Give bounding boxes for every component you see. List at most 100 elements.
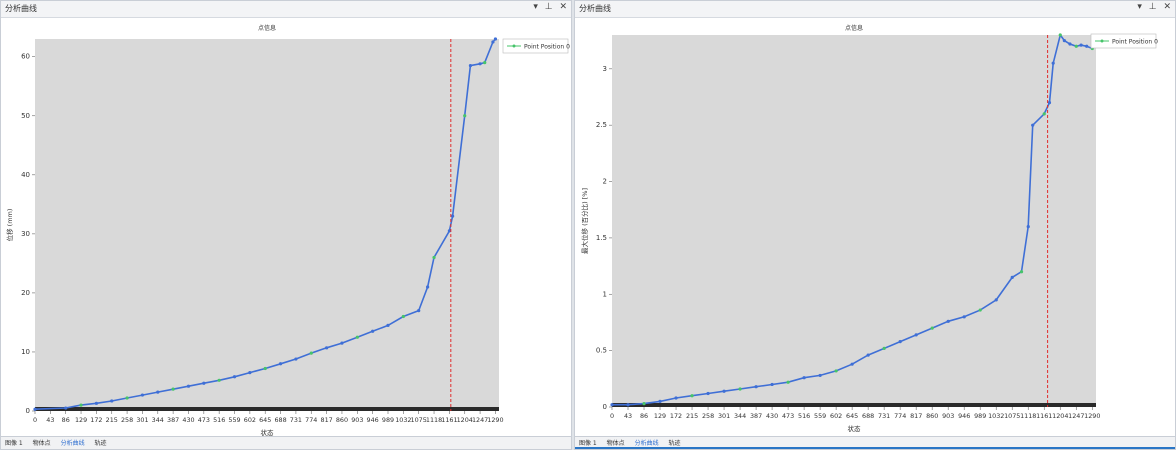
data-point bbox=[1079, 43, 1083, 47]
x-tick-label: 1204 bbox=[457, 416, 473, 424]
data-point bbox=[451, 214, 455, 218]
analysis-curve-panel-left: 分析曲线 ▾ ⊥ ✕ 点信息 0 10 20 30 40 50 60 0 43 86 129 172 21… bbox=[0, 0, 572, 450]
data-point bbox=[325, 346, 329, 350]
tab-image1[interactable]: 图像 1 bbox=[579, 440, 597, 447]
x-tick-label: 129 bbox=[75, 416, 87, 424]
chart-title: 点信息 bbox=[845, 24, 863, 32]
tab-trajectory[interactable]: 轨迹 bbox=[668, 440, 681, 447]
tab-object-points[interactable]: 物体点 bbox=[606, 440, 625, 447]
data-point bbox=[770, 382, 774, 387]
x-tick-label: 344 bbox=[152, 416, 164, 424]
bottom-tab-bar: 图像 1 物体点 分析曲线 轨迹 bbox=[1, 436, 571, 449]
panel-title-bar: 分析曲线 ▾ ⊥ ✕ bbox=[575, 1, 1175, 18]
data-point bbox=[110, 399, 114, 403]
data-point bbox=[355, 335, 359, 339]
x-tick-label: 817 bbox=[910, 412, 922, 420]
data-point bbox=[371, 329, 375, 333]
x-tick-label: 215 bbox=[686, 412, 698, 420]
x-tick-label: 1204 bbox=[1052, 412, 1068, 420]
y-tick-label: 2 bbox=[603, 178, 607, 186]
tab-object-points[interactable]: 物体点 bbox=[32, 440, 51, 447]
x-tick-label: 258 bbox=[121, 416, 133, 424]
x-tick-label: 774 bbox=[894, 412, 906, 420]
x-tick-label: 1032 bbox=[395, 416, 411, 424]
x-tick-label: 989 bbox=[974, 412, 986, 420]
data-point bbox=[309, 351, 313, 355]
x-tick-label: 129 bbox=[654, 412, 666, 420]
data-point bbox=[401, 314, 405, 319]
x-tick-label: 516 bbox=[213, 416, 225, 424]
data-point bbox=[64, 406, 68, 410]
data-point bbox=[994, 298, 998, 302]
y-tick-label: 0.5 bbox=[596, 347, 607, 355]
baseline-band bbox=[612, 403, 1096, 407]
x-tick-label: 43 bbox=[624, 412, 632, 420]
x-tick-label: 1075 bbox=[411, 416, 427, 424]
data-point bbox=[468, 63, 473, 68]
data-point bbox=[156, 390, 160, 394]
x-tick-label: 903 bbox=[942, 412, 954, 420]
x-tick-label: 731 bbox=[878, 412, 890, 420]
x-tick-label: 860 bbox=[336, 416, 348, 424]
x-tick-label: 301 bbox=[718, 412, 730, 420]
x-tick-label: 946 bbox=[958, 412, 970, 420]
data-point bbox=[930, 326, 934, 330]
tab-trajectory[interactable]: 轨迹 bbox=[94, 440, 107, 447]
x-tick-label: 86 bbox=[640, 412, 648, 420]
data-point bbox=[1062, 39, 1066, 43]
x-tick-label: 387 bbox=[167, 416, 179, 424]
data-point bbox=[834, 369, 838, 373]
data-point bbox=[294, 357, 298, 361]
data-point bbox=[33, 407, 37, 411]
tab-analysis-curve[interactable]: 分析曲线 bbox=[634, 440, 659, 447]
y-tick-label: 0 bbox=[26, 407, 30, 415]
data-point bbox=[754, 385, 758, 389]
data-point bbox=[674, 396, 678, 400]
pin-icon[interactable]: ⊥ bbox=[544, 2, 553, 12]
data-point bbox=[278, 362, 283, 366]
plot-area bbox=[35, 39, 499, 411]
y-tick-label: 30 bbox=[21, 230, 30, 238]
dropdown-icon[interactable]: ▾ bbox=[533, 2, 538, 12]
close-icon[interactable]: ✕ bbox=[559, 2, 567, 12]
legend-label: Point Position 0 bbox=[1112, 39, 1158, 46]
data-point bbox=[818, 373, 822, 378]
data-point bbox=[340, 341, 344, 345]
data-point bbox=[248, 371, 252, 375]
pin-icon[interactable]: ⊥ bbox=[1148, 2, 1157, 12]
data-point bbox=[882, 346, 886, 350]
data-point bbox=[483, 61, 487, 65]
data-point bbox=[491, 40, 495, 44]
tab-analysis-curve[interactable]: 分析曲线 bbox=[60, 440, 85, 447]
x-tick-label: 516 bbox=[798, 412, 810, 420]
data-point bbox=[738, 387, 742, 391]
data-point bbox=[690, 394, 694, 398]
x-tick-label: 1118 bbox=[1020, 412, 1036, 420]
legend-box bbox=[1090, 33, 1157, 49]
chart-left: 点信息 0 10 20 30 40 50 60 0 43 86 129 172 215 258 301 344 3… bbox=[5, 24, 570, 437]
data-point bbox=[493, 37, 498, 41]
y-tick-label: 3 bbox=[603, 65, 607, 73]
data-point bbox=[1058, 33, 1062, 37]
x-tick-label: 1247 bbox=[1068, 412, 1084, 420]
data-point bbox=[94, 401, 98, 405]
data-point bbox=[722, 389, 726, 393]
x-tick-label: 473 bbox=[782, 412, 794, 420]
x-tick-label: 1032 bbox=[988, 412, 1004, 420]
close-icon[interactable]: ✕ bbox=[1163, 2, 1171, 12]
legend-marker bbox=[1100, 39, 1104, 43]
x-tick-label: 1161 bbox=[1036, 412, 1052, 420]
data-point bbox=[642, 402, 646, 406]
data-point bbox=[79, 403, 83, 407]
y-axis-label: 位移 (mm) bbox=[5, 209, 14, 242]
x-tick-label: 344 bbox=[734, 412, 746, 420]
data-point bbox=[232, 375, 237, 379]
dropdown-icon[interactable]: ▾ bbox=[1137, 2, 1142, 12]
tab-image1[interactable]: 图像 1 bbox=[5, 440, 23, 447]
data-point bbox=[802, 376, 806, 380]
panel-title-bar: 分析曲线 ▾ ⊥ ✕ bbox=[1, 1, 571, 18]
y-tick-label: 50 bbox=[21, 112, 30, 120]
x-tick-label: 645 bbox=[259, 416, 271, 424]
x-tick-label: 774 bbox=[305, 416, 317, 424]
data-point bbox=[186, 384, 191, 388]
